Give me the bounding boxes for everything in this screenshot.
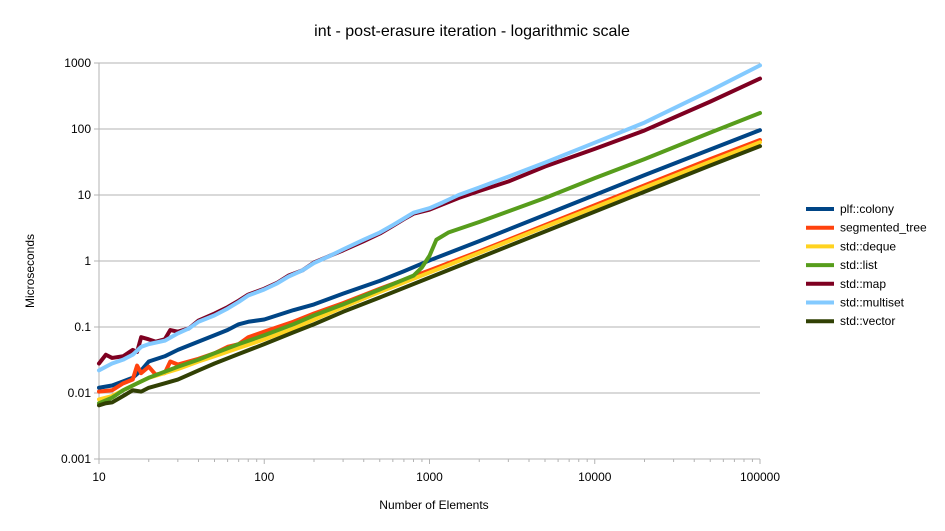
x-tick-label: 10 [92, 470, 106, 484]
y-tick-label: 1000 [64, 56, 91, 70]
x-tick-label: 100 [254, 470, 274, 484]
chart-title: int - post-erasure iteration - logarithm… [314, 23, 630, 40]
gridlines [94, 62, 760, 460]
legend-label-std-vector: std::vector [840, 314, 895, 328]
legend-label-plf-colony: plf::colony [840, 202, 894, 216]
y-tick-label: 1 [84, 254, 91, 268]
x-tick-label: 100000 [740, 470, 780, 484]
y-tick-label: 0.1 [74, 320, 91, 334]
x-tick-label: 1000 [416, 470, 443, 484]
series-lines [97, 63, 762, 408]
legend-label-std-deque: std::deque [840, 239, 896, 253]
legend-label-std-list: std::list [840, 258, 878, 272]
tick-labels: 0.001 0.01 0.1 1 10 100 1000 10 100 1000 10000 1000… [61, 56, 780, 484]
x-axis-label: Number of Elements [379, 498, 488, 512]
legend-label-segmented-tree: segmented_tree [840, 221, 927, 235]
series-line-plf-colony [97, 128, 762, 390]
y-tick-label: 10 [78, 188, 92, 202]
legend-label-std-multiset: std::multiset [840, 296, 905, 310]
y-axis-label: Microseconds [23, 234, 37, 308]
series-line-std-list [97, 110, 762, 406]
y-tick-label: 0.001 [61, 452, 91, 466]
series-line-std-vector [97, 144, 762, 408]
x-tick-label: 10000 [578, 470, 612, 484]
series-line-std-multiset [97, 63, 762, 373]
y-tick-label: 0.01 [68, 386, 92, 400]
series-line-segmented-tree [97, 138, 762, 394]
legend-label-std-map: std::map [840, 277, 886, 291]
y-tick-label: 100 [71, 122, 91, 136]
legend: plf::colonysegmented_treestd::dequestd::… [806, 202, 927, 328]
